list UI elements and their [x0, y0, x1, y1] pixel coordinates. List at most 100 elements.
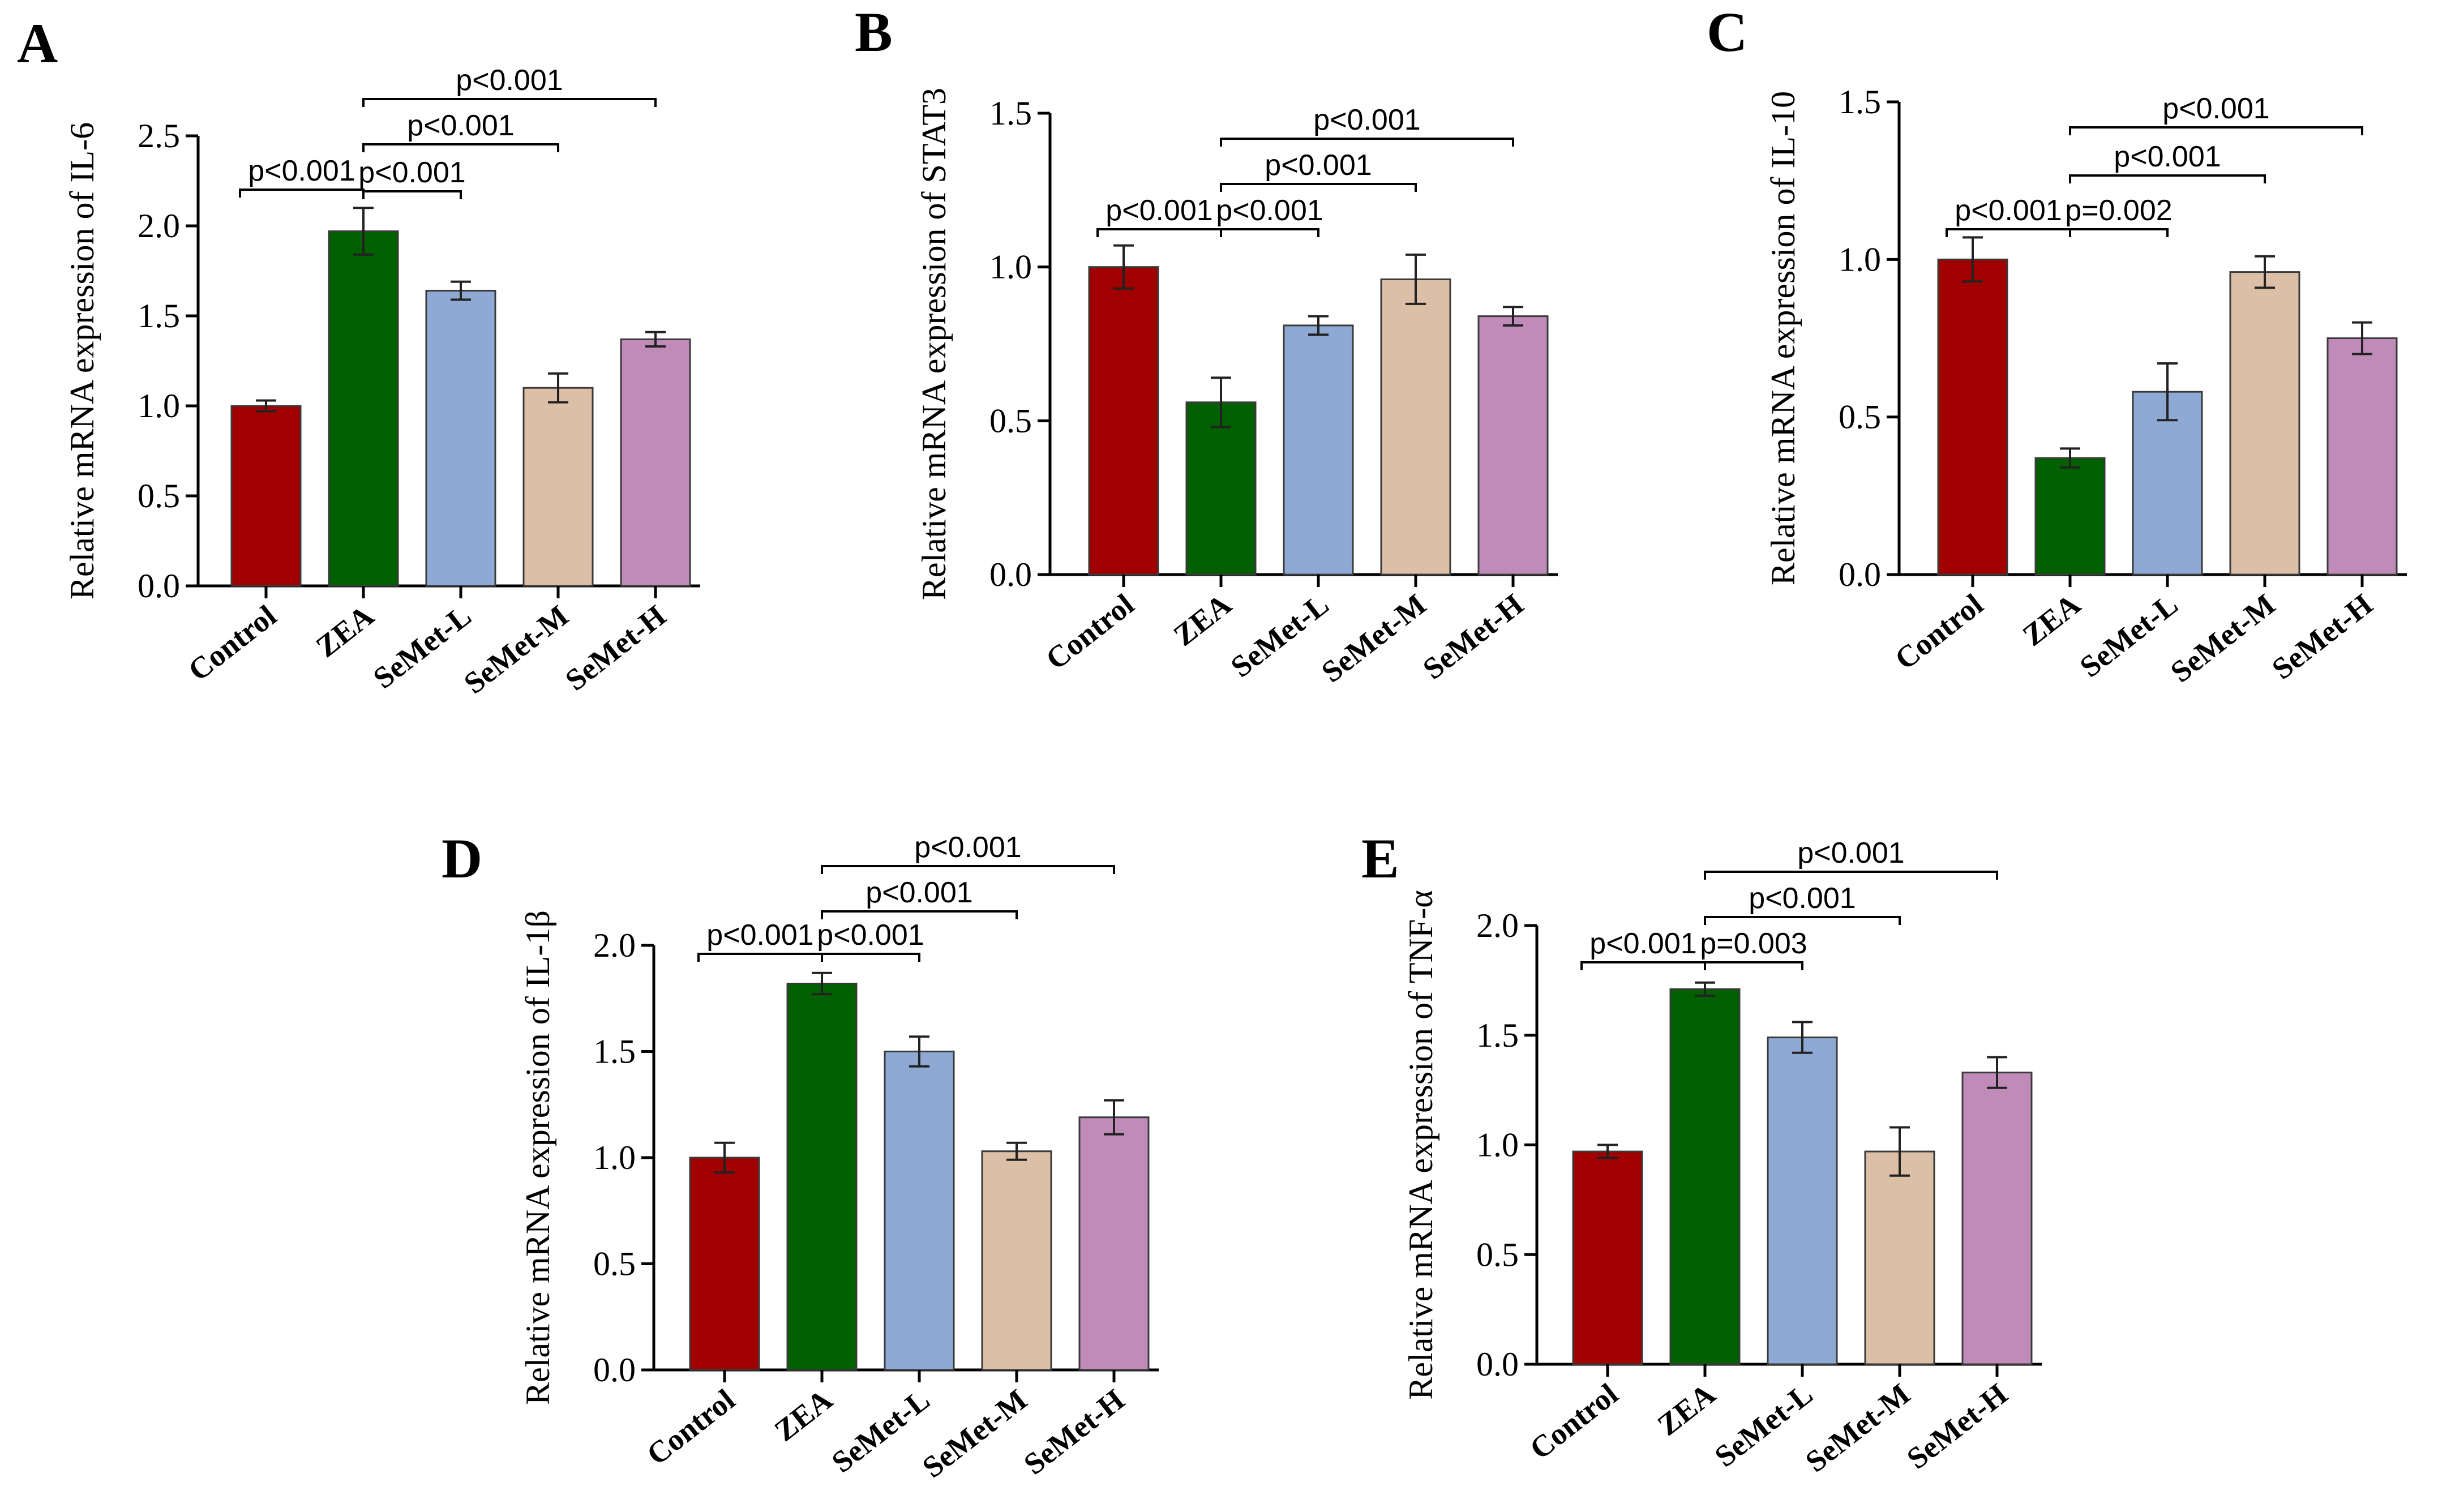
bracket-line [1096, 228, 1222, 237]
significance-label: p<0.001 [1797, 837, 1904, 869]
bar-control [1572, 1150, 1643, 1365]
significance-bracket: p<0.001 [358, 156, 466, 199]
y-tick-label: 0.0 [138, 567, 180, 605]
bracket-line [1580, 961, 1706, 970]
bracket-line [697, 953, 823, 962]
significance-label: p<0.001 [2114, 140, 2221, 173]
panel-letter: D [442, 827, 482, 890]
significance-bracket: p=0.002 [2065, 194, 2173, 237]
y-axis-label: Relative mRNA expression of STAT3 [915, 88, 953, 600]
bar-zea [1185, 401, 1257, 576]
y-tick-label: 1.5 [1476, 1017, 1519, 1054]
significance-label: p=0.003 [1700, 927, 1807, 960]
y-tick-label: 0.5 [989, 402, 1032, 439]
x-tick-label: SeMet-L [367, 598, 477, 695]
x-tick-label: SeMet-L [1708, 1377, 1819, 1474]
significance-bracket: p<0.001 [1946, 194, 2071, 237]
y-tick-label: 1.0 [1476, 1126, 1519, 1164]
bar-control [230, 405, 302, 587]
y-tick-label: 1.5 [138, 297, 180, 335]
bracket-line [821, 910, 1018, 919]
chart-panel-e: E 0.0 0.5 1.0 1.5 2.0 Relative mRNA expression… [1361, 827, 2042, 1479]
y-tick-label: 1.0 [1839, 241, 1881, 278]
bar-semet-l [1283, 324, 1354, 576]
bracket-line [1220, 228, 1319, 237]
x-tick-label: Control [1039, 587, 1140, 676]
significance-label: p<0.001 [1265, 149, 1372, 182]
x-tick-label: ZEA [1167, 587, 1237, 653]
bracket-line [239, 189, 365, 198]
significance-bracket: p<0.001 [1704, 837, 1998, 880]
significance-label: p<0.001 [1955, 194, 2062, 227]
y-tick-label: 2.0 [138, 207, 180, 245]
bracket-line [1704, 961, 1803, 970]
significance-bracket: p<0.001 [1220, 149, 1417, 192]
significance-bracket: p<0.001 [1220, 104, 1514, 147]
x-tick-label: Control [182, 598, 282, 687]
y-tick-label: 0.0 [1839, 556, 1881, 593]
bar-zea [328, 230, 399, 587]
significance-bracket: p<0.001 [817, 919, 924, 962]
y-axis-label: Relative mRNA expression of IL-10 [1764, 91, 1802, 585]
bar-semet-l [884, 1051, 955, 1371]
bracket-line [362, 190, 462, 199]
bar-control [1937, 258, 2008, 576]
bar-zea [2034, 457, 2106, 576]
bracket-line [362, 98, 657, 107]
y-tick-label: 1.5 [1839, 83, 1881, 121]
y-axis-label: Relative mRNA expression of IL-1β [519, 910, 556, 1405]
y-axis-label: Relative mRNA expression of TNF-α [1402, 890, 1439, 1399]
y-tick-label: 0.5 [138, 477, 180, 515]
x-tick-label: SeMet-M [2164, 587, 2281, 689]
significance-bracket: p=0.003 [1700, 927, 1807, 970]
significance-label: p<0.001 [1749, 882, 1856, 915]
panel-letter: A [17, 12, 58, 75]
x-tick-label: Control [1523, 1377, 1624, 1466]
significance-bracket: p<0.001 [362, 109, 559, 152]
significance-bracket: p<0.001 [1216, 194, 1323, 237]
y-tick-label: 1.0 [138, 387, 180, 425]
significance-label: p<0.001 [914, 831, 1021, 864]
bracket-line [1704, 871, 1998, 880]
panel-letter: B [855, 1, 893, 63]
y-tick-label: 0.5 [1839, 399, 1881, 436]
significance-bracket: p<0.001 [239, 155, 365, 198]
significance-bracket: p<0.001 [1096, 194, 1222, 237]
y-tick-label: 1.5 [989, 95, 1032, 132]
significance-label: p<0.001 [1106, 194, 1212, 227]
significance-bracket: p<0.001 [1580, 927, 1706, 970]
x-tick-label: SeMet-L [825, 1382, 936, 1479]
significance-label: p<0.001 [1313, 104, 1420, 136]
bracket-line [2069, 174, 2266, 183]
significance-bracket: p<0.001 [821, 876, 1018, 919]
significance-label: p<0.001 [248, 155, 355, 187]
significance-label: p<0.001 [358, 156, 465, 189]
bracket-line [1220, 183, 1417, 192]
chart-panel-a: A 0.0 0.5 1.0 1.5 2.0 2.5 Relative mRNA express… [17, 12, 700, 700]
significance-bracket: p<0.001 [821, 831, 1115, 874]
bar-control [1088, 266, 1159, 576]
significance-bracket: p<0.001 [362, 64, 657, 107]
y-tick-label: 0.5 [1476, 1236, 1519, 1273]
x-tick-label: SeMet-H [1017, 1382, 1130, 1481]
bar-semet-h [2326, 337, 2398, 576]
x-tick-label: SeMet-M [1315, 587, 1432, 689]
bracket-line [2069, 228, 2169, 237]
y-tick-label: 0.5 [593, 1245, 636, 1283]
y-tick-label: 0.0 [989, 556, 1032, 593]
y-tick-label: 2.0 [1476, 907, 1519, 944]
panel-letter: E [1361, 827, 1399, 890]
x-tick-label: ZEA [2016, 587, 2086, 653]
x-tick-label: SeMet-L [2073, 587, 2184, 684]
bracket-line [1704, 916, 1901, 925]
bar-semet-m [522, 387, 594, 587]
chart-panel-c: C 0.0 0.5 1.0 1.5 Relative mRNA expression of… [1707, 1, 2407, 689]
x-tick-label: ZEA [310, 598, 380, 664]
bar-semet-h [1078, 1116, 1150, 1371]
bar-semet-m [981, 1150, 1052, 1371]
significance-bracket: p<0.001 [2069, 140, 2266, 183]
bar-zea [786, 983, 858, 1371]
x-tick-label: SeMet-H [559, 598, 672, 697]
y-tick-label: 0.0 [1476, 1346, 1519, 1383]
bracket-line [2069, 126, 2363, 135]
